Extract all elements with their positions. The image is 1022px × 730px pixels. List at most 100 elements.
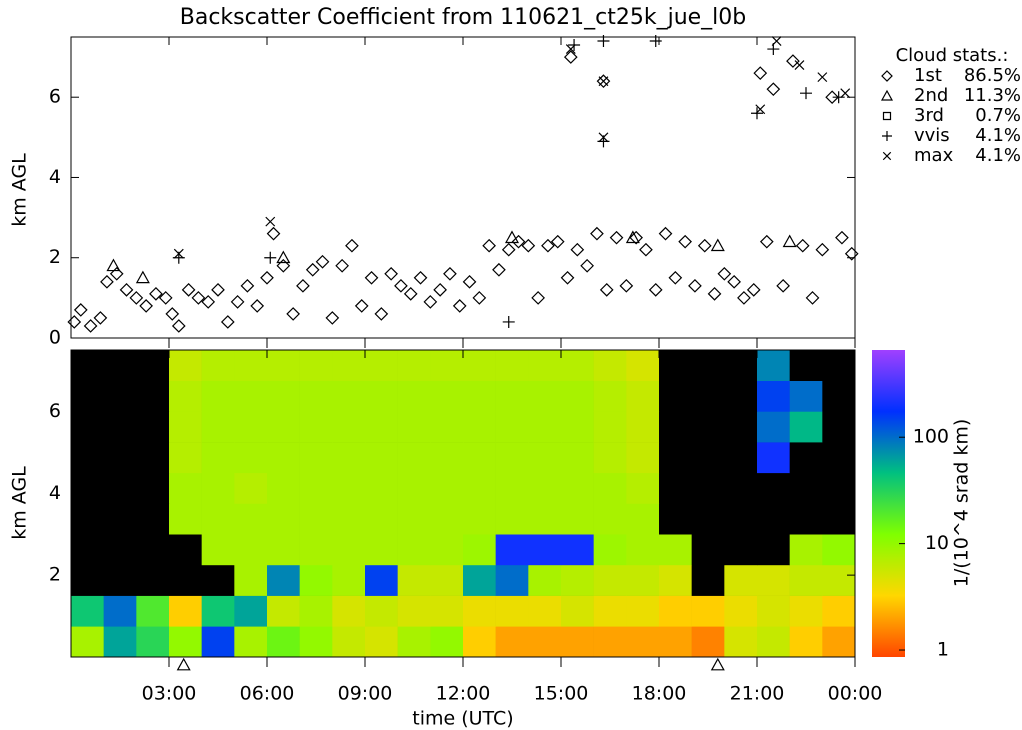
cloud-point	[502, 315, 515, 328]
heat-cell	[169, 534, 202, 566]
heat-cell	[757, 380, 790, 412]
heat-cell	[626, 503, 660, 535]
heat-cell	[528, 564, 562, 596]
heat-cell	[234, 442, 268, 474]
legend-symbol	[882, 111, 892, 121]
heat-cell	[463, 564, 496, 596]
heat-cell	[234, 380, 268, 412]
heat-cell	[561, 380, 594, 412]
heat-cell	[691, 380, 725, 412]
heat-cell	[691, 595, 725, 627]
heat-cell	[332, 503, 366, 535]
heat-cell	[397, 564, 431, 596]
heat-cell	[691, 564, 725, 596]
heat-cell	[267, 442, 300, 474]
legend-stat: 4.1%	[975, 125, 1021, 146]
heat-cell	[822, 411, 856, 443]
cloud-point	[596, 74, 611, 88]
heat-cell	[332, 564, 366, 596]
heat-cell	[757, 411, 790, 443]
heat-cell	[528, 503, 562, 535]
heat-cell	[397, 503, 431, 535]
cloud-point	[73, 303, 88, 317]
time-marker	[176, 657, 191, 671]
heat-cell	[561, 442, 594, 474]
heat-cell	[659, 350, 692, 381]
heat-cell	[822, 626, 856, 658]
heat-cell	[528, 380, 562, 412]
heat-cell	[724, 503, 758, 535]
heat-cell	[103, 380, 137, 412]
heat-cell	[136, 595, 170, 627]
cloud-point	[521, 238, 536, 253]
heat-cell	[169, 472, 202, 504]
cloud-point	[794, 60, 805, 71]
cloud-point	[482, 238, 496, 253]
legend-stat: 11.3%	[964, 85, 1021, 106]
cloud-point	[782, 234, 797, 248]
cloud-point	[678, 234, 692, 249]
cloud-point	[345, 238, 359, 253]
heat-cell	[724, 534, 758, 566]
heat-cell	[71, 350, 104, 381]
heat-cell	[593, 411, 627, 443]
heat-cell	[299, 411, 333, 443]
cloud-point	[598, 132, 609, 143]
cloud-point	[433, 282, 447, 297]
heat-cell	[267, 534, 300, 566]
heat-cell	[201, 534, 235, 566]
cloud-point	[805, 291, 820, 305]
heat-cell	[724, 472, 758, 504]
heat-cell	[71, 503, 104, 535]
heat-cell	[365, 534, 398, 566]
heat-cell	[71, 626, 104, 658]
heat-cell	[332, 411, 366, 443]
cloud-point	[266, 226, 281, 241]
heat-cell	[789, 350, 823, 381]
cloud-point	[93, 311, 108, 325]
y-axis-label: km AGL	[9, 153, 31, 227]
cloud-point	[394, 278, 408, 293]
heat-cell	[234, 626, 268, 658]
heat-cell	[626, 564, 660, 596]
heat-cell	[691, 472, 725, 504]
cloud-point	[598, 76, 609, 87]
heat-cell	[659, 595, 692, 627]
y-axis-label: km AGL	[9, 466, 31, 540]
heat-cell	[757, 534, 790, 566]
cloud-point	[384, 266, 398, 281]
heat-cell	[822, 472, 856, 504]
heat-cell	[103, 472, 137, 504]
cloud-point	[817, 72, 828, 83]
heat-cell	[365, 626, 398, 658]
colorbar-tick-label: 1	[937, 639, 949, 661]
heat-cell	[691, 534, 725, 566]
heat-cell	[463, 503, 496, 535]
heat-cell	[299, 380, 333, 412]
heat-cell	[397, 380, 431, 412]
heat-cell	[495, 442, 529, 474]
heat-cell	[71, 442, 104, 474]
heat-cell	[724, 564, 758, 596]
cloud-point	[173, 248, 184, 259]
heat-cell	[299, 564, 333, 596]
heat-cell	[71, 472, 104, 504]
y-tick-label: 2	[49, 246, 61, 268]
heat-cell	[397, 411, 431, 443]
legend-symbol	[881, 70, 893, 82]
heat-cell	[103, 595, 137, 627]
heat-cell	[430, 503, 464, 535]
heat-cell	[789, 503, 823, 535]
cloud-point	[403, 287, 418, 301]
cloud-point	[501, 242, 516, 257]
cloud-point	[511, 234, 526, 249]
heat-cell	[626, 534, 660, 566]
cloud-point	[832, 91, 845, 104]
heat-cell	[430, 626, 464, 658]
cloud-point	[364, 270, 379, 285]
y-tick-label: 4	[49, 166, 61, 188]
heat-cell	[430, 472, 464, 504]
x-tick-label: 12:00	[436, 683, 491, 705]
legend-stat: 86.5%	[964, 65, 1021, 86]
